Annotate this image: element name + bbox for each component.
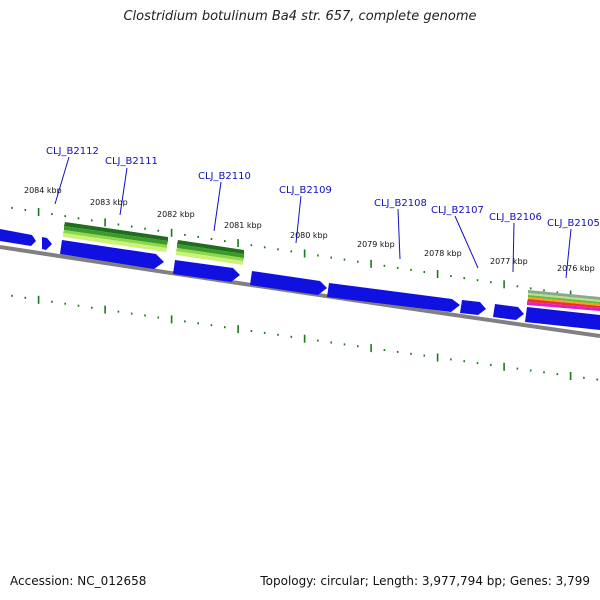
kbp-label: 2078 kbp [424, 249, 462, 258]
cds-arrow[interactable] [327, 283, 460, 312]
gene-label[interactable]: CLJ_B2108 [374, 198, 427, 209]
feature-band-gene-CLJ_B2105[interactable] [527, 290, 600, 311]
feature-track [0, 222, 600, 330]
gene-label[interactable]: CLJ_B2105 [547, 218, 600, 229]
gene-label[interactable]: CLJ_B2111 [105, 156, 158, 167]
gene-leader-line [397, 208, 401, 260]
gene-labels: CLJ_B2112 CLJ_B2111 CLJ_B2110 CLJ_B2109 … [46, 146, 600, 229]
gene-leader-lines [54, 156, 572, 279]
cds-arrow[interactable] [525, 307, 600, 330]
kbp-labels: 2084 kbp 2083 kbp 2082 kbp 2081 kbp 2080… [24, 186, 595, 273]
kbp-label: 2081 kbp [224, 221, 262, 230]
kbp-label: 2079 kbp [357, 240, 395, 249]
gene-leader-line [213, 181, 222, 232]
cds-arrow[interactable] [250, 271, 327, 295]
gene-label[interactable]: CLJ_B2112 [46, 146, 99, 157]
outer-tick-ring [11, 206, 599, 300]
gene-leader-line [454, 215, 479, 269]
kbp-label: 2077 kbp [490, 257, 528, 266]
kbp-label: 2083 kbp [90, 198, 128, 207]
cds-arrow[interactable] [60, 240, 164, 269]
accession-text: Accession: NC_012658 [10, 574, 147, 588]
kbp-label: 2084 kbp [24, 186, 62, 195]
feature-band-gene-CLJ_B2111[interactable] [63, 222, 168, 252]
kbp-label: 2082 kbp [157, 210, 195, 219]
cds-arrow[interactable] [173, 260, 240, 282]
gene-leader-line [119, 167, 128, 216]
gene-label[interactable]: CLJ_B2106 [489, 212, 542, 223]
kbp-label: 2076 kbp [557, 264, 595, 273]
kbp-label: 2080 kbp [290, 231, 328, 240]
cds-arrow[interactable] [493, 304, 524, 320]
cds-arrow[interactable] [460, 300, 486, 315]
genome-summary-text: Topology: circular; Length: 3,977,794 bp… [260, 574, 590, 588]
gene-leader-line [565, 228, 572, 279]
feature-band-gene-CLJ_B2110[interactable] [176, 240, 244, 265]
gene-leader-line [512, 222, 515, 273]
gene-leader-line [54, 156, 70, 205]
gene-label[interactable]: CLJ_B2109 [279, 185, 332, 196]
cds-arrow[interactable] [42, 237, 52, 250]
gene-label[interactable]: CLJ_B2110 [198, 171, 251, 182]
cds-arrow[interactable] [0, 229, 36, 246]
gene-leader-line [295, 195, 302, 244]
inner-tick-ring [11, 294, 599, 381]
map-title: Clostridium botulinum Ba4 str. 657, comp… [123, 9, 477, 24]
gene-label[interactable]: CLJ_B2107 [431, 205, 484, 216]
